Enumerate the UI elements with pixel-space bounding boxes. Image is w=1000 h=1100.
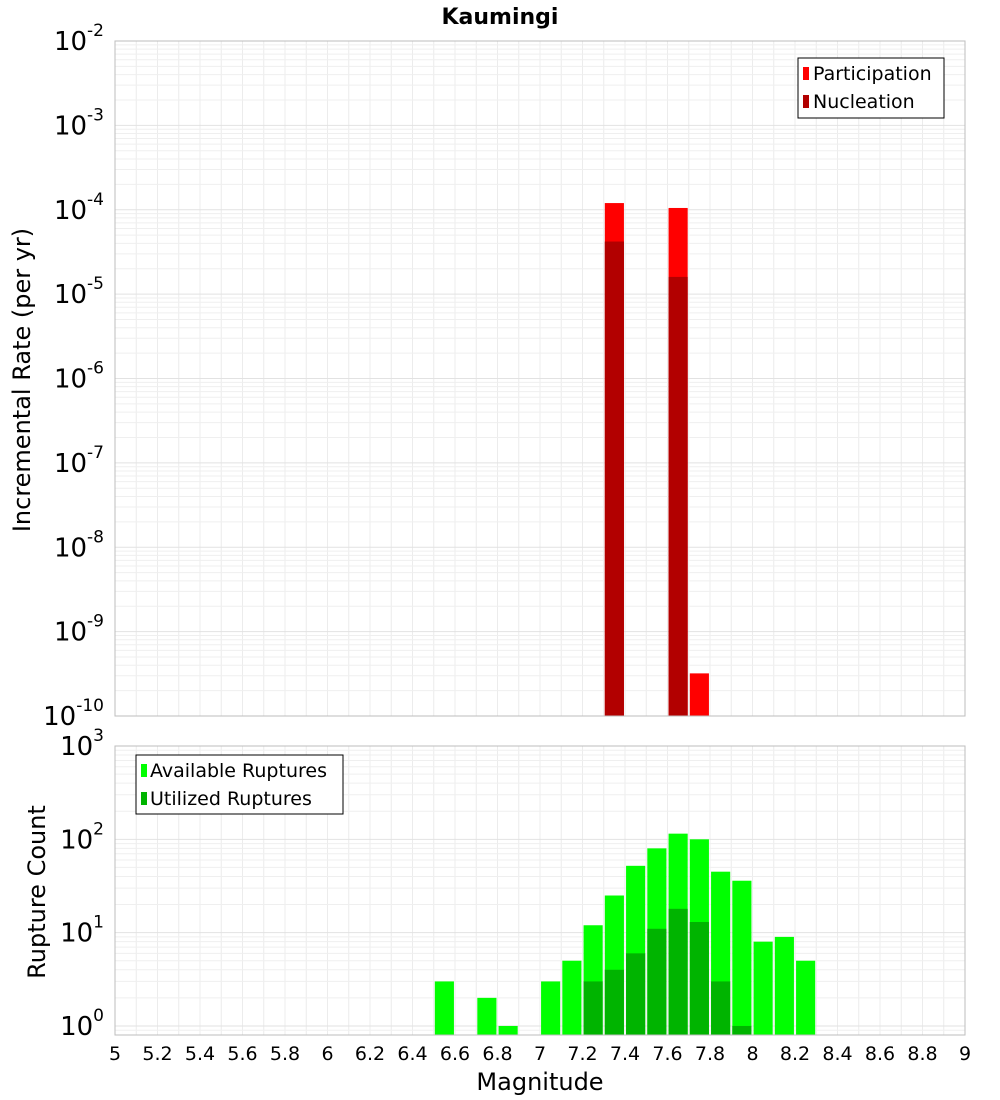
bottom-legend-box xyxy=(135,754,344,815)
legend-label-nucleation: Nucleation xyxy=(813,91,915,113)
bar-available-ruptures xyxy=(562,960,582,1035)
bar-available-ruptures xyxy=(434,981,454,1035)
bar-utilized-ruptures xyxy=(711,981,731,1035)
bar-utilized-ruptures xyxy=(647,928,667,1035)
bar-utilized-ruptures xyxy=(604,969,624,1035)
chart-title: Kaumingi xyxy=(442,5,559,30)
x-tick-label: 5.8 xyxy=(270,1043,300,1065)
x-tick-label: 6.6 xyxy=(440,1043,470,1065)
top-plot-frame xyxy=(114,40,966,717)
x-tick-label: 8 xyxy=(746,1043,758,1065)
y-tick-label: 101 xyxy=(60,913,104,949)
bar-utilized-ruptures xyxy=(732,1025,752,1035)
y-tick-label: 100 xyxy=(60,1006,104,1042)
x-tick-labels: 5 5.2 5.4 5.6 5.8 6 6.2 6.4 6.6 6.8 7 7.2 7.4 7.6 7.8 8… xyxy=(109,1043,971,1065)
bar-available-ruptures xyxy=(498,1025,518,1035)
x-tick-label: 6 xyxy=(321,1043,333,1065)
y-tick-label: 10-10 xyxy=(43,696,104,732)
x-tick-label: 7 xyxy=(534,1043,546,1065)
bottom-bars xyxy=(434,833,816,1035)
top-grid xyxy=(114,40,966,717)
bar-utilized-ruptures xyxy=(689,922,709,1035)
legend-label-participation: Participation xyxy=(813,63,932,85)
x-tick-label: 9 xyxy=(959,1043,971,1065)
y-tick-label: 10-5 xyxy=(54,274,104,310)
legend-swatch-nucleation xyxy=(803,95,809,108)
y-tick-label: 10-3 xyxy=(54,105,104,141)
top-legend: Participation Nucleation xyxy=(797,57,945,119)
bar-nucleation xyxy=(604,241,624,717)
x-tick-label: 8.4 xyxy=(822,1043,852,1065)
top-legend-box xyxy=(797,57,945,119)
legend-swatch-utilized-ruptures xyxy=(141,792,147,805)
bottom-plot-frame xyxy=(114,745,966,1036)
bar-available-ruptures xyxy=(796,960,816,1035)
top-y-axis-label: Incremental Rate (per yr) xyxy=(8,228,36,532)
top-y-tick-labels: 10-2 10-3 10-4 10-5 10-6 10-7 10-8 10-9 10-10 xyxy=(43,21,104,732)
x-tick-label: 6.4 xyxy=(397,1043,427,1065)
legend-swatch-available-ruptures xyxy=(141,764,147,777)
y-tick-label: 103 xyxy=(60,726,104,762)
bottom-y-tick-labels: 103 102 101 100 xyxy=(60,726,104,1042)
x-tick-label: 6.2 xyxy=(355,1043,385,1065)
y-tick-label: 10-2 xyxy=(54,21,104,57)
x-tick-label: 8.8 xyxy=(907,1043,937,1065)
bottom-panel: 103 102 101 100 Rupture Count Available Rup… xyxy=(23,726,966,1042)
top-bars xyxy=(604,203,709,717)
bar-available-ruptures xyxy=(477,997,497,1035)
x-tick-label: 6.8 xyxy=(482,1043,512,1065)
x-tick-label: 8.2 xyxy=(780,1043,810,1065)
bar-participation xyxy=(689,673,709,716)
bar-available-ruptures xyxy=(541,981,561,1035)
x-tick-label: 8.6 xyxy=(865,1043,895,1065)
y-tick-label: 102 xyxy=(60,819,104,855)
x-tick-label: 7.8 xyxy=(695,1043,725,1065)
bar-utilized-ruptures xyxy=(583,981,603,1035)
y-tick-label: 10-8 xyxy=(54,527,104,563)
x-tick-label: 5 xyxy=(109,1043,121,1065)
y-tick-label: 10-7 xyxy=(54,443,104,479)
top-panel: 10-2 10-3 10-4 10-5 10-6 10-7 10-8 10-9 10-10 In… xyxy=(8,21,966,732)
legend-label-utilized-ruptures: Utilized Ruptures xyxy=(150,788,312,810)
x-tick-label: 5.2 xyxy=(142,1043,172,1065)
x-tick-label: 7.6 xyxy=(652,1043,682,1065)
bar-available-ruptures xyxy=(774,936,794,1035)
legend-label-available-ruptures: Available Ruptures xyxy=(150,760,327,782)
x-tick-label: 7.4 xyxy=(610,1043,640,1065)
bar-available-ruptures xyxy=(732,880,752,1035)
y-tick-label: 10-9 xyxy=(54,612,104,648)
y-tick-label: 10-6 xyxy=(54,359,104,395)
x-axis-label: Magnitude xyxy=(476,1068,603,1096)
bar-utilized-ruptures xyxy=(668,908,688,1035)
bar-available-ruptures xyxy=(753,941,773,1035)
x-tick-label: 7.2 xyxy=(567,1043,597,1065)
bottom-y-axis-label: Rupture Count xyxy=(23,805,51,979)
legend-swatch-participation xyxy=(803,67,809,80)
y-tick-label: 10-4 xyxy=(54,190,104,226)
bar-nucleation xyxy=(668,276,688,716)
bottom-legend: Available Ruptures Utilized Ruptures xyxy=(135,754,344,815)
bar-utilized-ruptures xyxy=(626,953,646,1035)
x-tick-label: 5.4 xyxy=(185,1043,215,1065)
x-tick-label: 5.6 xyxy=(227,1043,257,1065)
